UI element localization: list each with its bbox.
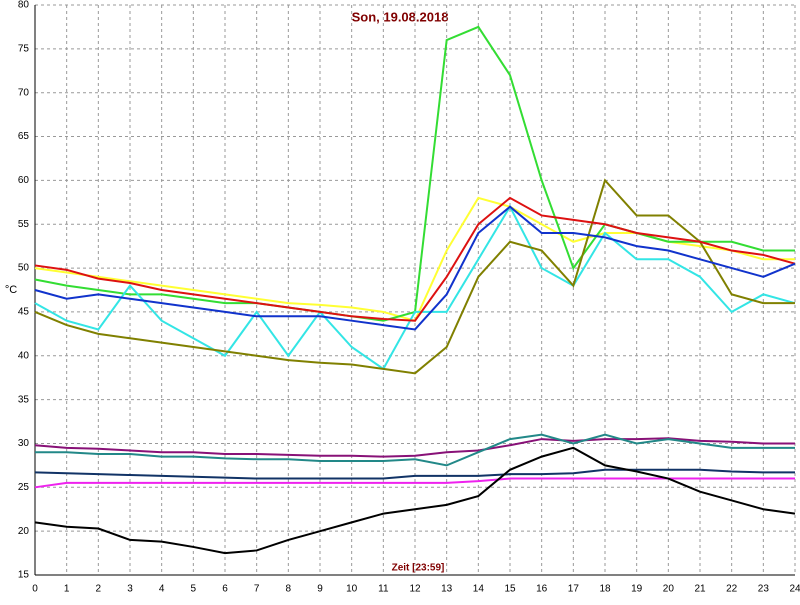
y-tick-label: 65 [18, 131, 30, 142]
x-tick-label: 18 [599, 584, 611, 595]
x-tick-label: 14 [473, 584, 485, 595]
x-tick-label: 21 [694, 584, 706, 595]
x-axis-label: Zeit [23:59] [392, 563, 445, 574]
x-tick-label: 24 [789, 584, 800, 595]
series-line [34, 196, 796, 322]
x-tick-label: 8 [286, 584, 292, 595]
y-tick-label: 30 [18, 438, 30, 449]
series-line [34, 204, 796, 371]
x-tick-label: 3 [127, 584, 133, 595]
x-tick-label: 10 [346, 584, 358, 595]
chart-title: Son, 19.08.2018 [352, 9, 449, 24]
series-line [35, 433, 795, 467]
x-tick-label: 2 [96, 584, 102, 595]
x-tick-label: 13 [441, 584, 453, 595]
y-tick-label: 25 [18, 482, 30, 493]
y-tick-label: 80 [18, 0, 30, 11]
x-tick-label: 0 [32, 584, 38, 595]
y-tick-label: 15 [18, 570, 30, 581]
y-tick-label: 55 [18, 219, 30, 230]
y-tick-label: 20 [18, 526, 30, 537]
x-tick-label: 19 [631, 584, 643, 595]
x-tick-label: 15 [504, 584, 516, 595]
y-tick-label: 70 [18, 87, 30, 98]
x-tick-label: 23 [758, 584, 770, 595]
x-tick-label: 7 [254, 584, 260, 595]
x-tick-label: 20 [663, 584, 675, 595]
x-tick-label: 5 [191, 584, 197, 595]
series-line [34, 468, 795, 480]
x-tick-label: 9 [317, 584, 323, 595]
x-tick-label: 17 [568, 584, 580, 595]
x-tick-label: 11 [378, 584, 389, 595]
series-line [34, 178, 795, 375]
y-tick-label: 75 [18, 43, 30, 54]
y-axis-label: °C [5, 284, 17, 296]
x-tick-label: 4 [159, 584, 165, 595]
x-tick-label: 22 [726, 584, 738, 595]
y-tick-label: 45 [18, 307, 30, 318]
x-tick-label: 16 [536, 584, 548, 595]
series-line [34, 446, 796, 555]
series-line [34, 205, 796, 331]
y-tick-label: 60 [18, 175, 30, 186]
x-tick-label: 6 [222, 584, 228, 595]
y-tick-label: 50 [18, 263, 30, 274]
x-tick-label: 12 [409, 584, 421, 595]
y-tick-label: 35 [18, 394, 30, 405]
y-tick-label: 40 [18, 350, 30, 361]
x-tick-label: 1 [64, 584, 70, 595]
